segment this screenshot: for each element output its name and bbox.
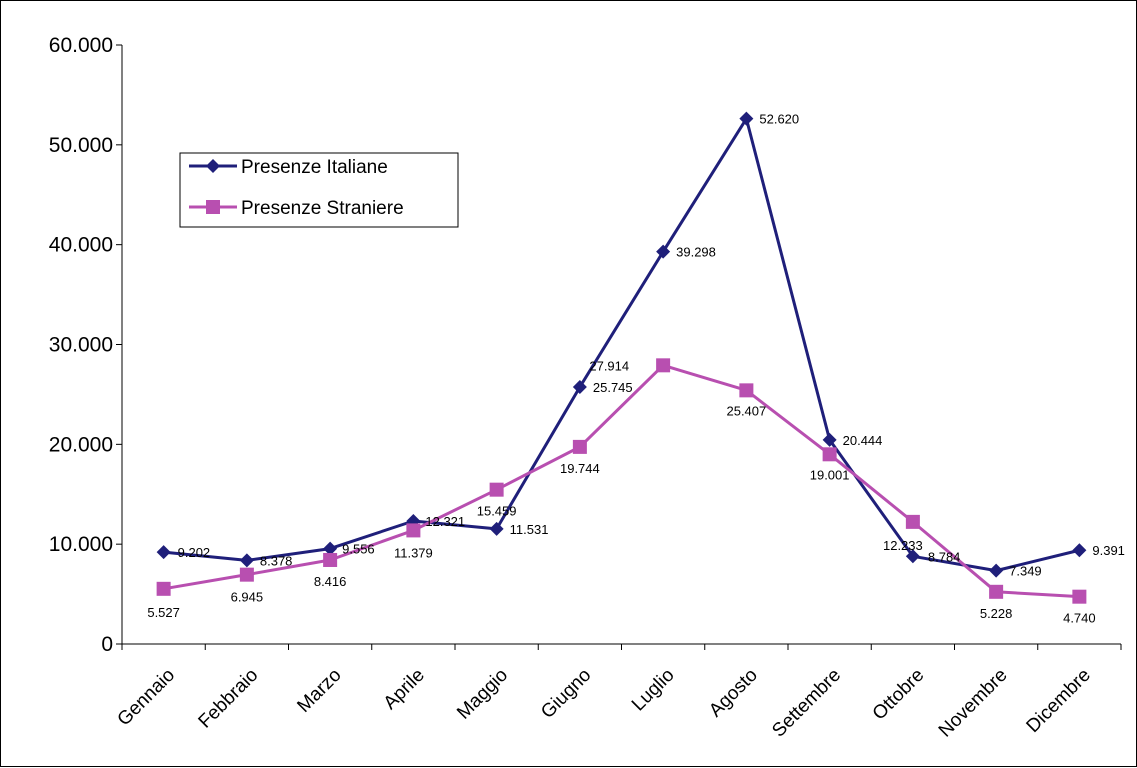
data-label: 9.391 (1092, 543, 1125, 558)
data-point-square (156, 581, 171, 596)
data-point-diamond (905, 549, 920, 564)
data-point-square (406, 523, 421, 538)
legend: Presenze Italiane Presenze Straniere (179, 152, 459, 228)
data-point-square (323, 552, 338, 567)
data-point-square (989, 584, 1004, 599)
data-label: 5.527 (147, 605, 180, 620)
data-point-diamond (489, 521, 504, 536)
series-lines (163, 117, 1080, 599)
y-tick-label: 10.000 (49, 533, 113, 556)
legend-marker-diamond (206, 159, 220, 173)
data-label: 12.233 (883, 538, 923, 553)
data-label: 8.784 (928, 549, 961, 564)
series-markers (156, 111, 1087, 604)
data-point-diamond (739, 111, 754, 126)
legend-entry-italiane: Presenze Italiane (189, 157, 388, 178)
x-tick-label: Ottobre (869, 665, 929, 725)
data-point-square (1072, 589, 1087, 604)
data-label: 15.459 (477, 504, 517, 519)
x-tick-label: Aprile (380, 665, 429, 714)
data-point-diamond (1072, 543, 1087, 558)
data-label: 7.349 (1009, 564, 1042, 579)
y-tick-label: 30.000 (49, 334, 113, 357)
data-label: 6.945 (231, 590, 264, 605)
data-point-diamond (239, 553, 254, 568)
data-point-diamond (572, 379, 587, 394)
x-tick-label: Gennaio (114, 665, 180, 731)
x-tick-label: Settembre (768, 665, 845, 742)
y-tick-label: 20.000 (49, 433, 113, 456)
data-point-diamond (989, 563, 1004, 578)
data-point-square (739, 383, 754, 398)
legend-label-straniere: Presenze Straniere (241, 198, 404, 219)
data-label: 12.321 (425, 514, 465, 529)
data-label: 19.001 (810, 467, 850, 482)
x-tick-label: Maggio (453, 665, 512, 724)
series-line-straniere (163, 363, 1080, 599)
data-labels: 9.202 8.378 9.556 12.321 11.531 25.745 39.298 5… (147, 112, 1125, 626)
data-label: 52.620 (759, 112, 799, 127)
data-label: 27.914 (589, 358, 629, 373)
legend-marker-square (206, 200, 220, 214)
data-label: 5.228 (980, 606, 1013, 621)
data-point-square (905, 514, 920, 529)
data-label: 4.740 (1063, 611, 1096, 626)
y-tick-label: 50.000 (49, 134, 113, 157)
data-label: 25.407 (726, 403, 766, 418)
data-point-square (656, 358, 671, 373)
data-label: 11.531 (510, 522, 549, 537)
y-tick-label: 60.000 (49, 34, 113, 57)
data-point-square (822, 447, 837, 462)
data-label: 8.416 (314, 574, 347, 589)
data-point-diamond (323, 541, 338, 556)
data-label: 20.444 (843, 433, 883, 448)
data-point-square (489, 482, 504, 497)
data-point-diamond (822, 432, 837, 447)
x-tick-label: Luglio (628, 665, 679, 716)
data-point-diamond (656, 244, 671, 259)
series-line-italiane (163, 117, 1080, 573)
data-point-square (239, 567, 254, 582)
data-label: 25.745 (593, 380, 633, 395)
data-label: 11.379 (394, 545, 433, 560)
y-tick-label: 40.000 (49, 234, 113, 257)
data-label: 19.744 (560, 461, 600, 476)
x-tick-label: Febbraio (195, 665, 263, 733)
data-label: 9.202 (178, 545, 211, 560)
x-tick-label: Marzo (293, 665, 345, 717)
data-point-diamond (156, 545, 171, 560)
data-label: 9.556 (342, 542, 375, 557)
legend-entry-straniere: Presenze Straniere (189, 198, 404, 219)
legend-label-italiane: Presenze Italiane (241, 157, 388, 178)
x-tick-label: Agosto (705, 665, 762, 722)
x-tick-label: Dicembre (1023, 665, 1095, 737)
y-tick-label: 0 (101, 633, 113, 656)
data-point-square (572, 439, 587, 454)
x-tick-label: Giugno (537, 665, 595, 723)
data-label: 39.298 (676, 245, 716, 260)
x-tick-label: Novembre (935, 665, 1012, 742)
data-label: 8.378 (260, 553, 293, 568)
